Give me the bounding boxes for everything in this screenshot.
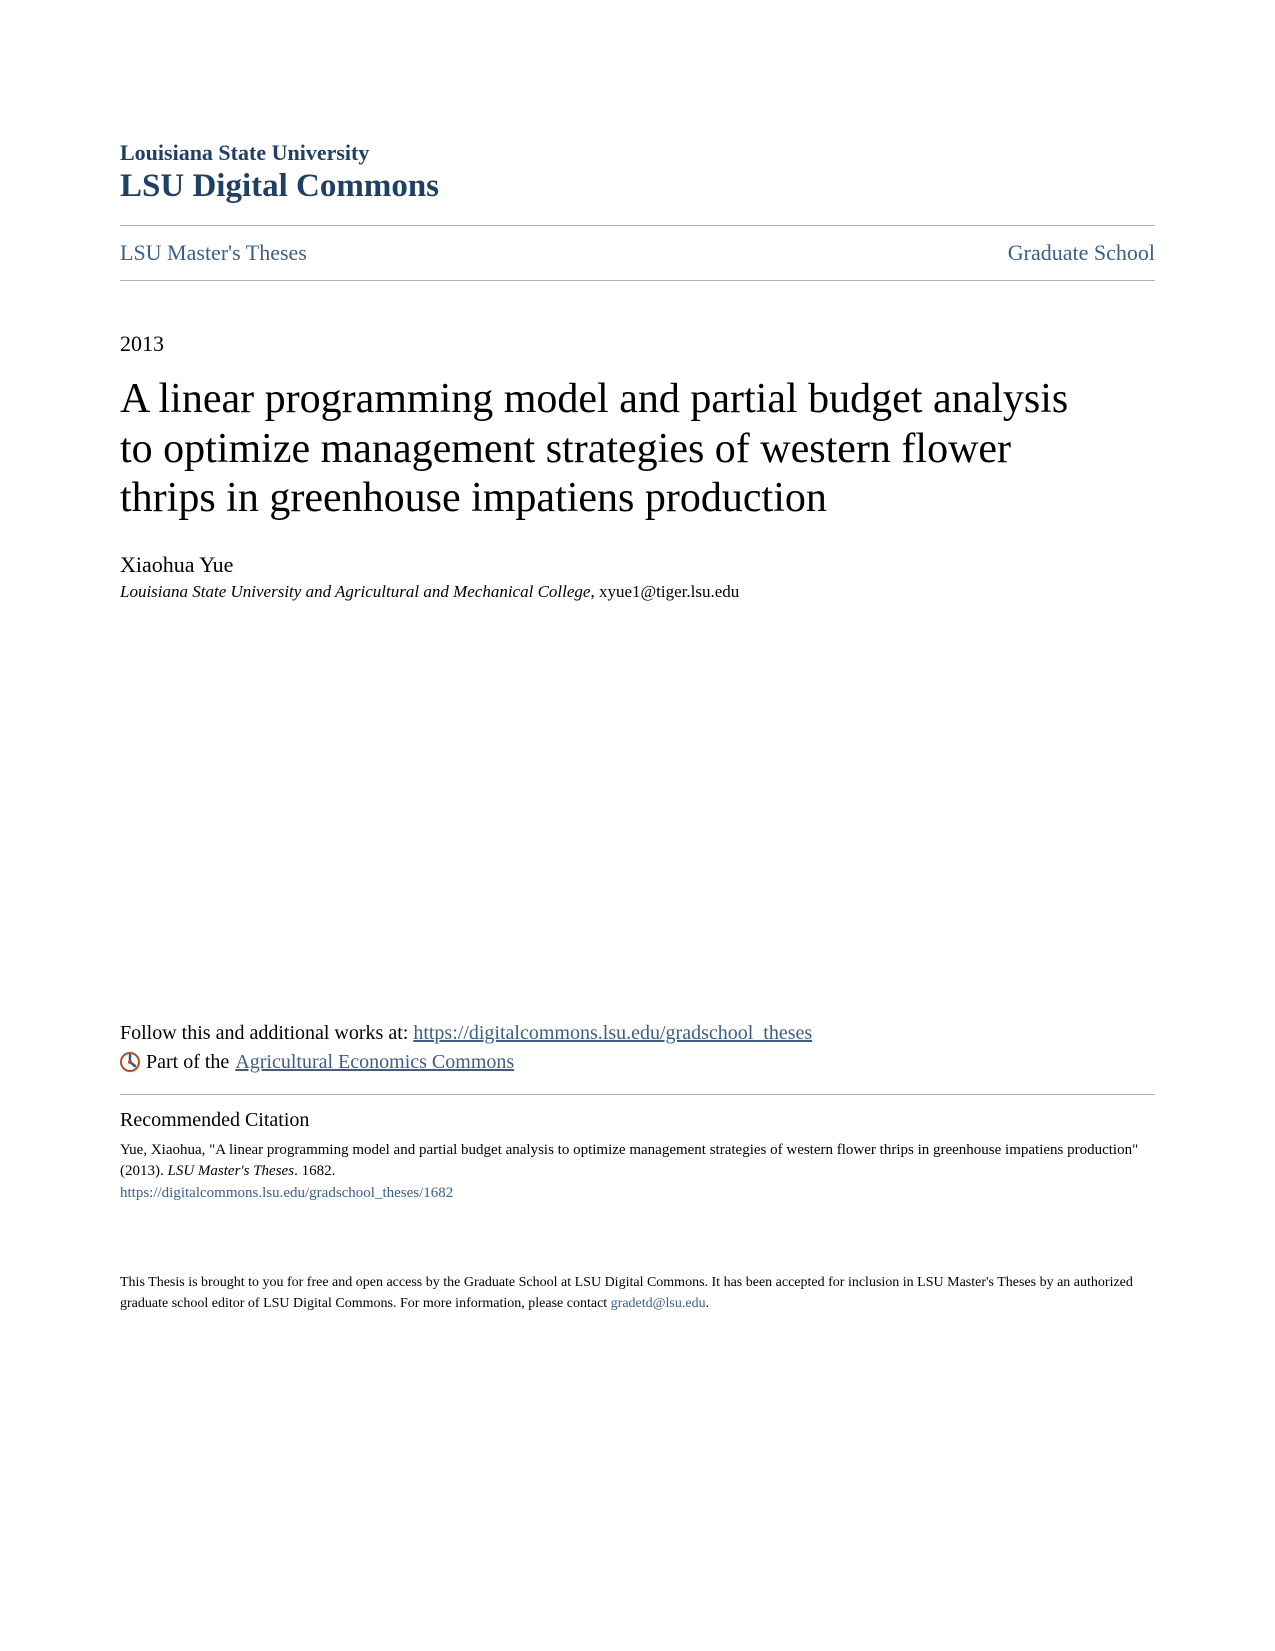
- footer-spacer: [120, 1202, 1155, 1272]
- divider: [120, 1094, 1155, 1095]
- follow-prefix: Follow this and additional works at:: [120, 1022, 413, 1044]
- nav-school-link[interactable]: Graduate School: [1008, 240, 1155, 266]
- citation-part2: . 1682.: [294, 1163, 335, 1179]
- footer-part2: .: [706, 1296, 710, 1311]
- network-prefix: Part of the: [146, 1051, 229, 1074]
- citation-italic: LSU Master's Theses: [168, 1163, 295, 1179]
- author-affiliation: Louisiana State University and Agricultu…: [120, 582, 1155, 602]
- nav-bar: LSU Master's Theses Graduate School: [120, 225, 1155, 281]
- author-email: xyue1@tiger.lsu.edu: [599, 582, 739, 601]
- author-email-separator: ,: [590, 582, 599, 601]
- nav-theses-link[interactable]: LSU Master's Theses: [120, 240, 307, 266]
- content-spacer: [120, 602, 1155, 1022]
- network-section: Part of the Agricultural Economics Commo…: [120, 1051, 1155, 1074]
- affiliation-text: Louisiana State University and Agricultu…: [120, 582, 590, 601]
- footer-email-link[interactable]: gradetd@lsu.edu: [611, 1296, 706, 1311]
- repository-name[interactable]: LSU Digital Commons: [120, 168, 1155, 205]
- follow-link[interactable]: https://digitalcommons.lsu.edu/gradschoo…: [413, 1022, 812, 1044]
- footer-text: This Thesis is brought to you for free a…: [120, 1272, 1155, 1314]
- citation-text: Yue, Xiaohua, "A linear programming mode…: [120, 1140, 1155, 1182]
- header: Louisiana State University LSU Digital C…: [120, 140, 1155, 205]
- follow-section: Follow this and additional works at: htt…: [120, 1022, 1155, 1045]
- publication-year: 2013: [120, 331, 1155, 357]
- citation-heading: Recommended Citation: [120, 1109, 1155, 1132]
- document-title: A linear programming model and partial b…: [120, 375, 1070, 524]
- network-link[interactable]: Agricultural Economics Commons: [235, 1051, 514, 1074]
- citation-link[interactable]: https://digitalcommons.lsu.edu/gradschoo…: [120, 1185, 453, 1201]
- network-icon: [120, 1052, 140, 1072]
- institution-name: Louisiana State University: [120, 140, 1155, 166]
- author-name: Xiaohua Yue: [120, 552, 1155, 578]
